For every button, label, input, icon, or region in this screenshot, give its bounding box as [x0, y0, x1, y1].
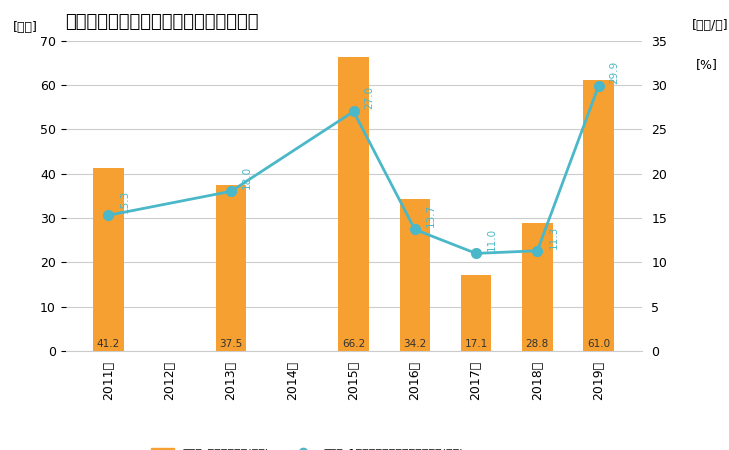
Text: 28.8: 28.8	[526, 339, 549, 349]
Bar	[216, 184, 246, 351]
Text: 34.2: 34.2	[403, 339, 426, 349]
Text: 18.0: 18.0	[242, 166, 252, 189]
Bar	[522, 223, 553, 351]
Legend: 産業用_工事費予定額(左軸), 産業用_1平米当たり平均工事費予定額(右軸): 産業用_工事費予定額(左軸), 産業用_1平米当たり平均工事費予定額(右軸)	[147, 444, 468, 450]
Text: [%]: [%]	[696, 58, 718, 72]
Text: 41.2: 41.2	[97, 339, 120, 349]
Y-axis label: [万円/㎡]: [万円/㎡]	[693, 19, 729, 32]
Bar	[338, 57, 369, 351]
Y-axis label: [億円]: [億円]	[13, 21, 38, 34]
Bar	[461, 275, 491, 351]
Text: 17.1: 17.1	[464, 339, 488, 349]
Text: 29.9: 29.9	[609, 60, 620, 84]
Text: 27.0: 27.0	[364, 86, 375, 109]
Bar	[399, 199, 430, 351]
Bar	[583, 81, 614, 351]
Text: 13.7: 13.7	[426, 204, 436, 227]
Text: 61.0: 61.0	[587, 339, 610, 349]
Text: 66.2: 66.2	[342, 339, 365, 349]
Text: 産業用建築物の工事費予定額合計の推移: 産業用建築物の工事費予定額合計の推移	[66, 13, 259, 31]
Text: 37.5: 37.5	[219, 339, 243, 349]
Text: 11.0: 11.0	[487, 228, 497, 251]
Bar	[93, 168, 124, 351]
Text: 11.3: 11.3	[548, 225, 558, 248]
Text: 15.3: 15.3	[120, 190, 130, 213]
